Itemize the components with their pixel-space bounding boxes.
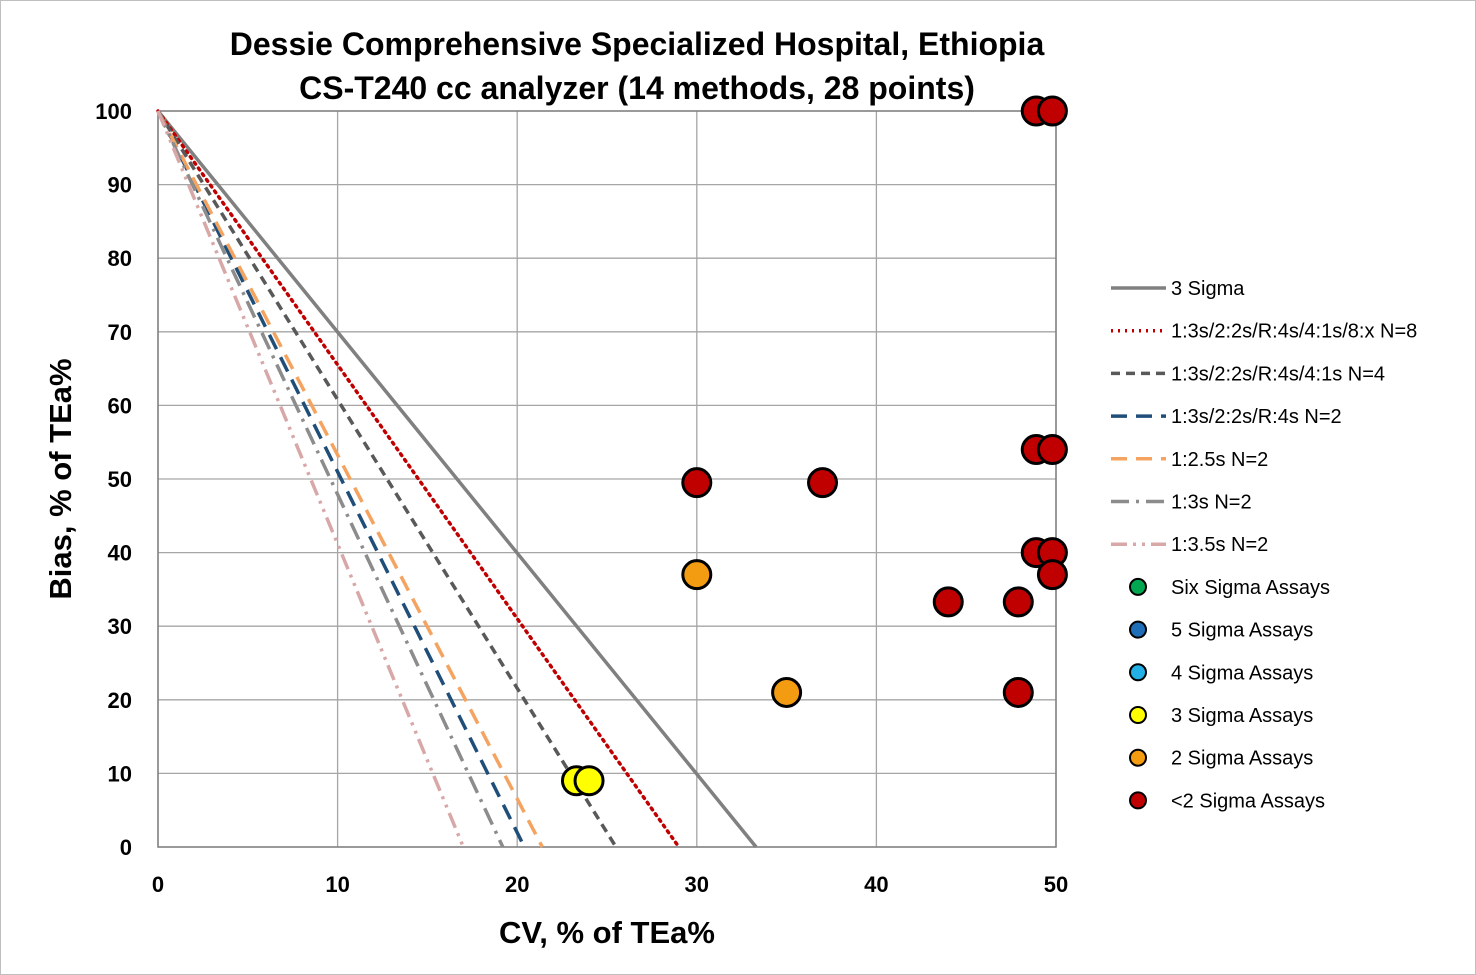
y-tick-label: 90 (108, 173, 132, 198)
legend-label: 1:3s/2:2s/R:4s/4:1s N=4 (1171, 363, 1385, 385)
limit-line (156, 110, 618, 848)
limit-line (156, 110, 526, 848)
legend-point-swatch (1129, 663, 1147, 682)
x-tick-label: 30 (685, 872, 709, 897)
data-point (1036, 95, 1068, 127)
x-tick-label: 50 (1044, 872, 1068, 897)
legend-label: Six Sigma Assays (1171, 577, 1330, 599)
data-point (1002, 586, 1034, 618)
y-tick-label: 30 (108, 614, 132, 639)
x-axis-title: CV, % of TEa% (499, 915, 715, 950)
data-point (1002, 676, 1034, 708)
legend-point-swatch (1129, 748, 1147, 767)
legend-point-swatch (1129, 577, 1147, 596)
legend-label: 1:3s/2:2s/R:4s N=2 (1171, 406, 1342, 428)
grid (157, 110, 1057, 848)
legend: 3 Sigma 1:3s/2:2s/R:4s/4:1s/8:x N=8 1:3s/2… (1111, 278, 1417, 812)
legend-label: 4 Sigma Assays (1171, 662, 1313, 684)
limit-line (156, 109, 758, 849)
legend-label: 1:2.5s N=2 (1171, 449, 1268, 471)
tick-labels: 0 10 20 30 40 50 0 10 20 30 40 50 60 70 80 90 100 (95, 99, 1068, 897)
legend-label: <2 Sigma Assays (1171, 790, 1325, 812)
limit-line (156, 110, 505, 848)
x-tick-label: 10 (325, 872, 349, 897)
data-point (807, 467, 839, 499)
data-points (560, 95, 1068, 797)
y-tick-label: 70 (108, 320, 132, 345)
y-tick-label: 0 (120, 835, 132, 860)
x-tick-label: 0 (152, 872, 164, 897)
legend-label: 1:3s N=2 (1171, 492, 1252, 514)
limit-lines (156, 109, 758, 849)
legend-label: 1:3.5s N=2 (1171, 534, 1268, 556)
data-point (681, 467, 713, 499)
y-axis-title: Bias, % of TEa% (43, 358, 78, 599)
plot-frame (157, 110, 1057, 848)
x-tick-label: 20 (505, 872, 529, 897)
legend-label: 3 Sigma (1171, 278, 1245, 300)
x-tick-label: 40 (864, 872, 888, 897)
limit-line (156, 110, 544, 848)
chart-title-line-1: Dessie Comprehensive Specialized Hospita… (230, 26, 1045, 62)
y-tick-label: 100 (95, 99, 132, 124)
data-point (1036, 434, 1068, 466)
legend-point-swatch (1129, 791, 1147, 810)
y-tick-label: 80 (108, 246, 132, 271)
legend-label: 3 Sigma Assays (1171, 705, 1313, 727)
y-tick-label: 40 (108, 541, 132, 566)
data-point (681, 559, 713, 591)
y-tick-label: 10 (108, 761, 132, 786)
legend-label: 5 Sigma Assays (1171, 620, 1313, 642)
legend-label: 2 Sigma Assays (1171, 748, 1313, 770)
limit-line (156, 110, 465, 848)
y-tick-label: 60 (108, 393, 132, 418)
data-point (932, 586, 964, 618)
chart-title-line-2: CS-T240 cc analyzer (14 methods, 28 poin… (299, 70, 975, 106)
data-point (1036, 559, 1068, 591)
legend-point-swatch (1129, 620, 1147, 639)
data-point (771, 676, 803, 708)
legend-point-swatch (1129, 706, 1147, 724)
legend-label: 1:3s/2:2s/R:4s/4:1s/8:x N=8 (1171, 321, 1417, 343)
limit-line (156, 109, 681, 849)
y-tick-label: 20 (108, 688, 132, 713)
y-tick-label: 50 (108, 467, 132, 492)
data-point (573, 765, 605, 797)
